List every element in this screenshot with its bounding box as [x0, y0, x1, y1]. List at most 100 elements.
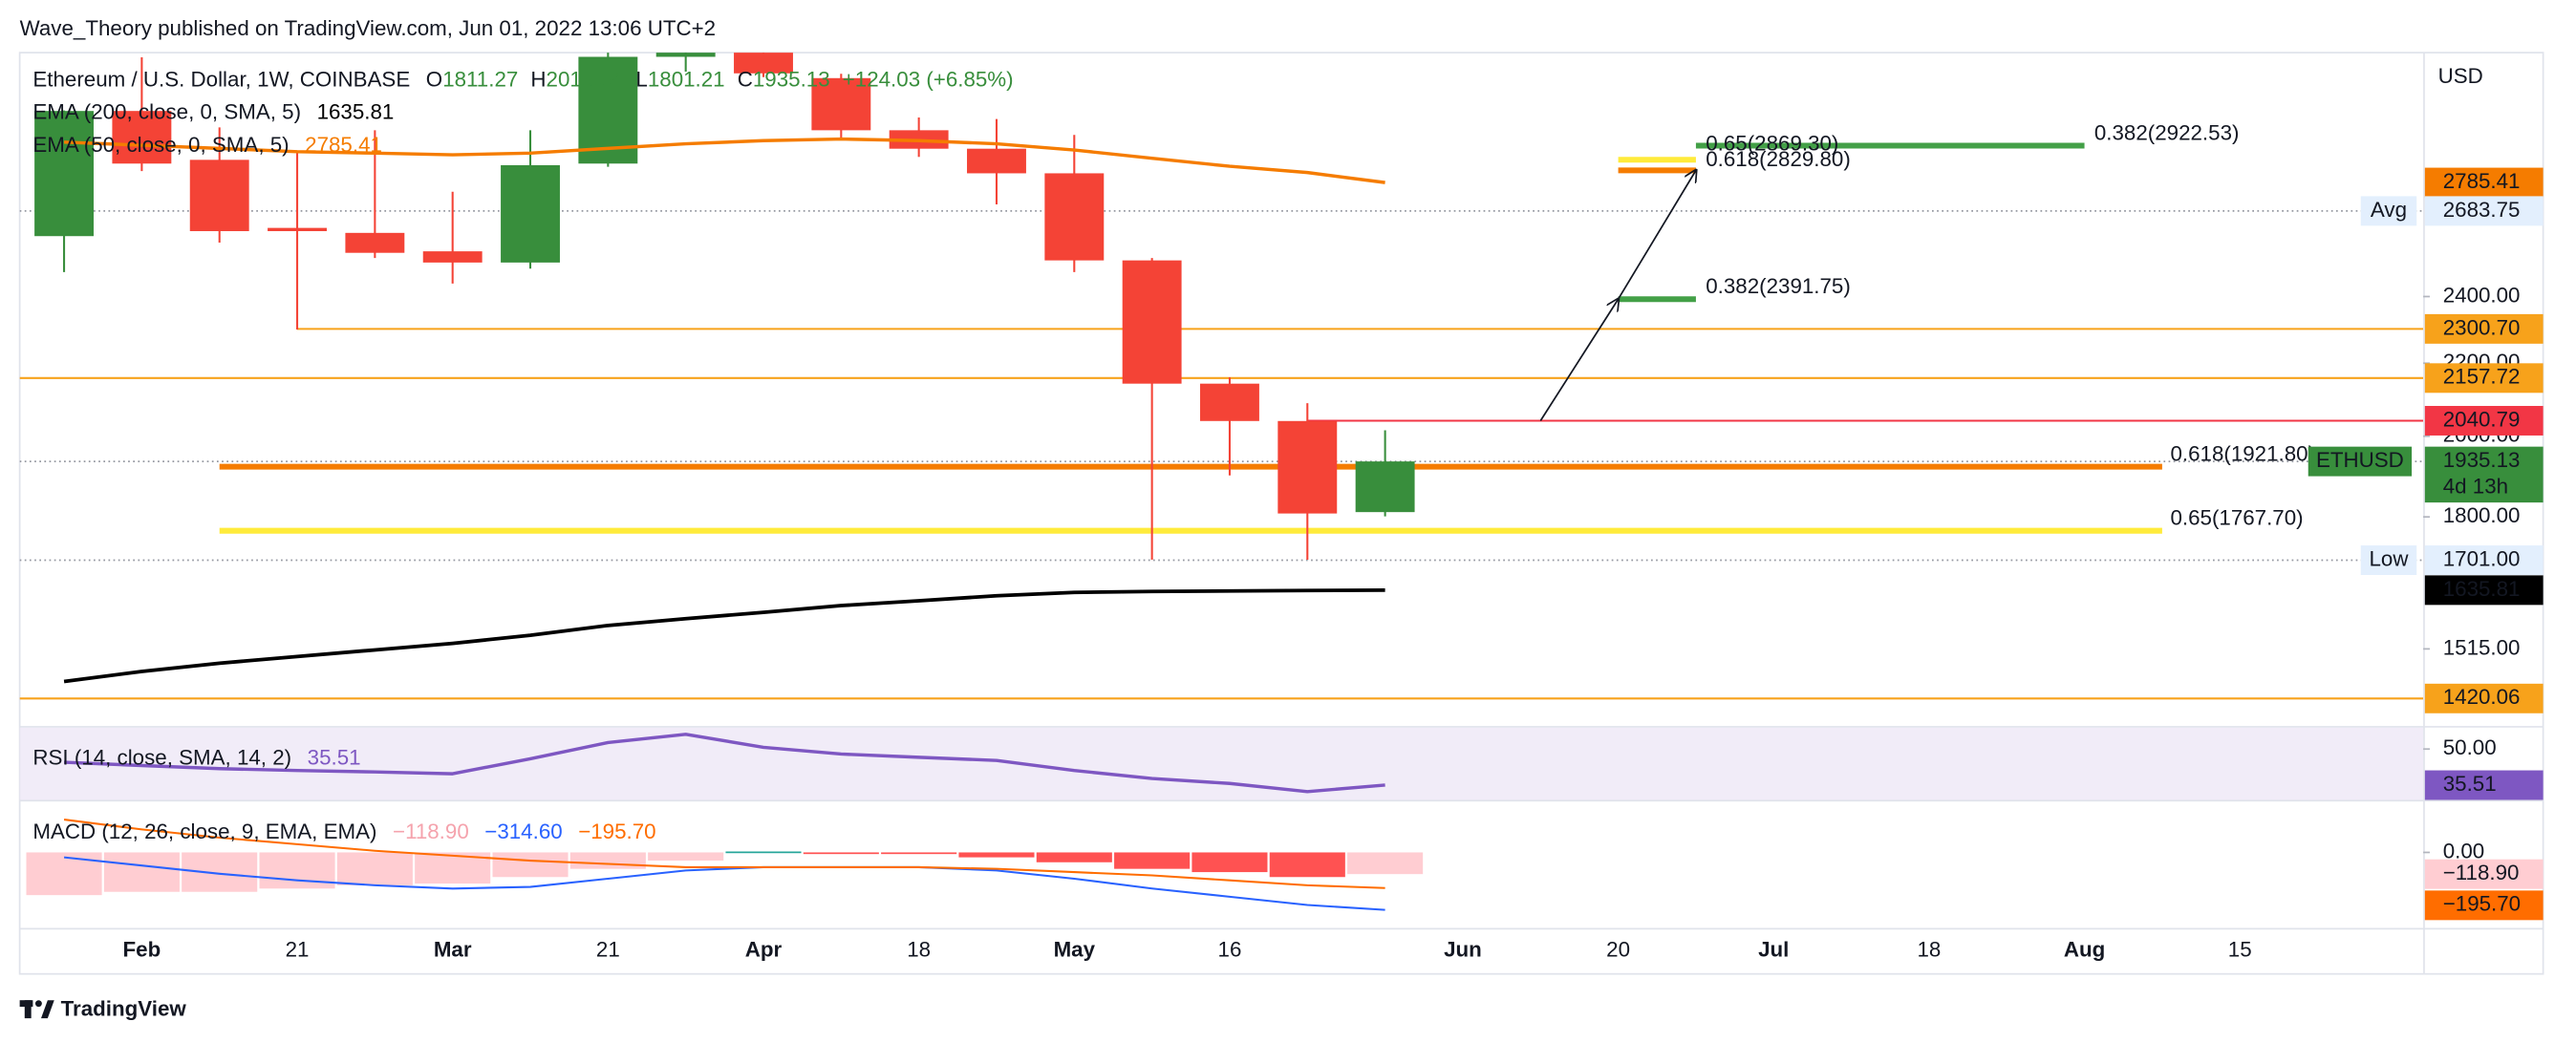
candle-body	[501, 164, 560, 263]
arrow	[1539, 299, 1618, 421]
change: +124.03 (+6.85%)	[843, 67, 1014, 91]
ema-line	[63, 137, 1385, 184]
signal-line	[63, 819, 1385, 889]
x-tick-label: Jun	[1444, 938, 1482, 962]
macd-badge-label: −195.70	[2443, 892, 2521, 916]
candle-body	[1200, 383, 1259, 421]
legend-name: RSI (14, close, SMA, 14, 2)	[32, 745, 291, 769]
histogram-bar	[182, 852, 258, 892]
legend-name: MACD (12, 26, close, 9, EMA, EMA)	[32, 820, 376, 843]
candle-body	[34, 111, 95, 237]
marker-badge-label: 1701.00	[2443, 546, 2521, 570]
histogram-bar	[803, 852, 879, 855]
logo-part	[40, 1000, 54, 1019]
level-badge-label: 1420.06	[2443, 685, 2521, 709]
x-tick-label: Mar	[434, 938, 472, 962]
candle-body	[112, 111, 172, 164]
projection-label: 0.65(2869.30)	[1706, 132, 1838, 156]
marker-tag-label: Low	[2369, 546, 2409, 570]
candle-body	[345, 232, 405, 253]
histogram-bar	[648, 852, 724, 862]
histogram-bar	[1114, 852, 1191, 869]
x-tick-label: Feb	[123, 938, 161, 962]
candle-body	[268, 227, 327, 231]
candle-body	[1122, 260, 1182, 384]
x-tick-label: 18	[1917, 938, 1941, 962]
legend-value: 2785.41	[305, 133, 382, 157]
level-badge	[2424, 313, 2544, 344]
y-tick-label: 0.00	[2443, 839, 2485, 862]
candle-body	[1277, 420, 1338, 514]
symbol-tag-label: ETHUSD	[2316, 448, 2404, 472]
x-tick-label: 21	[286, 938, 310, 962]
x-tick-label: 18	[907, 938, 931, 962]
symbol-tag	[2308, 446, 2413, 477]
histogram-bar	[881, 852, 957, 855]
marker-badge-label: 2683.75	[2443, 198, 2521, 222]
y-tick-label: 2400.00	[2443, 283, 2521, 307]
histogram-bar	[259, 852, 335, 889]
candle-body	[967, 148, 1026, 174]
ohlc-letter: C	[738, 67, 753, 91]
x-tick-label: Apr	[745, 938, 783, 962]
level-badge	[2424, 683, 2544, 713]
price-badge	[2424, 167, 2544, 198]
histogram-bar	[336, 852, 413, 885]
level-badge	[2424, 363, 2544, 394]
last-price-label: 1935.13	[2443, 448, 2521, 472]
histogram-bar	[26, 852, 102, 896]
ema-legend: EMA (200, close, 0, SMA, 5) 1635.81	[32, 100, 394, 124]
macd-badge	[2424, 859, 2544, 889]
macd-badge-label: −118.90	[2443, 861, 2520, 884]
legend-value: −195.70	[578, 820, 655, 843]
plot: 2400.002200.002000.001800.001515.0050.00…	[19, 53, 2544, 962]
level-badge-label: 2300.70	[2443, 315, 2521, 339]
candle-body	[1355, 461, 1415, 513]
x-tick-label: 20	[1606, 938, 1630, 962]
legend-name: EMA (50, close, 0, SMA, 5)	[32, 133, 289, 157]
histogram-bar	[1191, 852, 1268, 873]
logo-part	[24, 1000, 32, 1019]
symbol-title: Ethereum / U.S. Dollar, 1W, COINBASE	[32, 67, 410, 91]
ema-line	[63, 587, 1385, 684]
last-price-badge	[2424, 446, 2544, 503]
y-tick-label: 1800.00	[2443, 503, 2521, 527]
logo-part	[34, 1000, 42, 1008]
frame	[18, 52, 2544, 975]
ohlc-letter: L	[635, 67, 647, 91]
histogram-bar	[958, 852, 1035, 858]
histogram-bar	[103, 852, 180, 892]
marker-tag-label: Avg	[2371, 198, 2407, 222]
x-tick-label: May	[1054, 938, 1096, 962]
fib-label: 0.618(1921.80)	[2170, 442, 2315, 466]
x-tick-label: 16	[1218, 938, 1242, 962]
marker-badge	[2424, 196, 2544, 226]
candle-body	[734, 53, 793, 74]
y-tick-label: 1515.00	[2443, 635, 2521, 659]
candle-body	[655, 53, 716, 57]
ema-badge	[2424, 575, 2544, 606]
marker-tag	[2360, 196, 2417, 226]
price-badge-label: 2785.41	[2443, 169, 2521, 193]
legend-value: 35.51	[308, 745, 361, 769]
y-tick-label: 50.00	[2443, 735, 2497, 759]
candle-body	[811, 77, 871, 131]
level-badge	[2424, 406, 2544, 436]
rsi-legend: RSI (14, close, SMA, 14, 2) 35.51	[32, 745, 360, 769]
ohlc-value: 1935.13	[753, 67, 830, 91]
macd-line	[63, 856, 1385, 911]
legend-value: 1635.81	[317, 100, 395, 124]
legend: Ethereum / U.S. Dollar, 1W, COINBASE O18…	[32, 67, 1013, 842]
rsi-badge-label: 35.51	[2443, 772, 2497, 796]
projection-label: 0.382(2391.75)	[1706, 274, 1851, 298]
x-tick-label: Jul	[1758, 938, 1789, 962]
rsi-line	[63, 733, 1385, 794]
main-panel	[19, 53, 2424, 700]
arrow	[1617, 170, 1696, 300]
ohlc-value: 1811.27	[442, 67, 518, 91]
ohlc-value: 2015.54	[547, 67, 624, 91]
fib-label: 0.65(1767.70)	[2170, 506, 2303, 530]
currency-label: USD	[2438, 64, 2483, 88]
